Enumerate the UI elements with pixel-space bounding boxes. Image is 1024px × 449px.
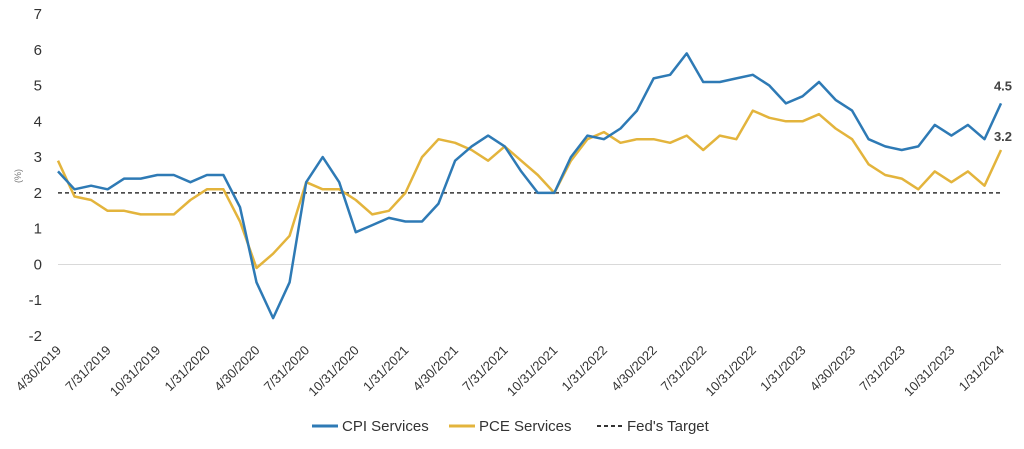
y-tick-label: 5 [34,78,42,95]
pce-services-line [56,109,1003,270]
end-labels: 4.5 3.2 [994,78,1012,144]
x-tick-label: 7/31/2023 [856,343,908,395]
x-tick-label: 4/30/2022 [608,343,660,395]
x-tick-label: 10/31/2020 [305,343,362,400]
x-tick-label: 4/30/2023 [807,343,859,395]
x-tick-label: 7/31/2022 [658,343,710,395]
y-tick-label: 4 [34,113,42,130]
x-tick-label: 4/30/2021 [410,343,462,395]
legend-label: PCE Services [479,418,572,435]
x-tick-label: 4/30/2019 [13,343,65,395]
x-tick-label: 1/31/2020 [162,343,214,395]
y-tick-label: 7 [34,6,42,23]
y-axis: -2 -1 0 1 2 3 4 5 6 7 [29,6,42,345]
x-tick-label: 10/31/2023 [901,343,958,400]
x-tick-label: 7/31/2021 [459,343,511,395]
legend-label: Fed's Target [627,418,710,435]
y-tick-label: 6 [34,42,42,59]
x-tick-label: 10/31/2019 [107,343,164,400]
x-tick-label: 1/31/2022 [559,343,611,395]
end-value-label: 4.5 [994,78,1012,93]
x-tick-label: 10/31/2021 [504,343,561,400]
x-axis: 4/30/20197/31/201910/31/20191/31/20204/3… [13,343,1008,400]
y-axis-label: (%) [13,169,23,183]
x-tick-label: 1/31/2024 [956,343,1008,395]
x-tick-label: 7/31/2019 [62,343,114,395]
y-tick-label: 2 [34,185,42,202]
x-tick-label: 1/31/2021 [360,343,412,395]
series-group [56,52,1003,320]
legend-label: CPI Services [342,418,429,435]
x-tick-label: 4/30/2020 [211,343,263,395]
end-value-label: 3.2 [994,129,1012,144]
y-tick-label: -1 [29,292,42,309]
x-tick-label: 1/31/2023 [757,343,809,395]
x-tick-label: 10/31/2022 [702,343,759,400]
cpi-services-line [57,52,1003,320]
y-tick-label: -2 [29,328,42,345]
y-tick-label: 3 [34,149,42,166]
y-tick-label: 0 [34,256,42,273]
legend: CPI Services PCE Services Fed's Target [312,418,710,435]
x-tick-label: 7/31/2020 [261,343,313,395]
y-tick-label: 1 [34,221,42,238]
